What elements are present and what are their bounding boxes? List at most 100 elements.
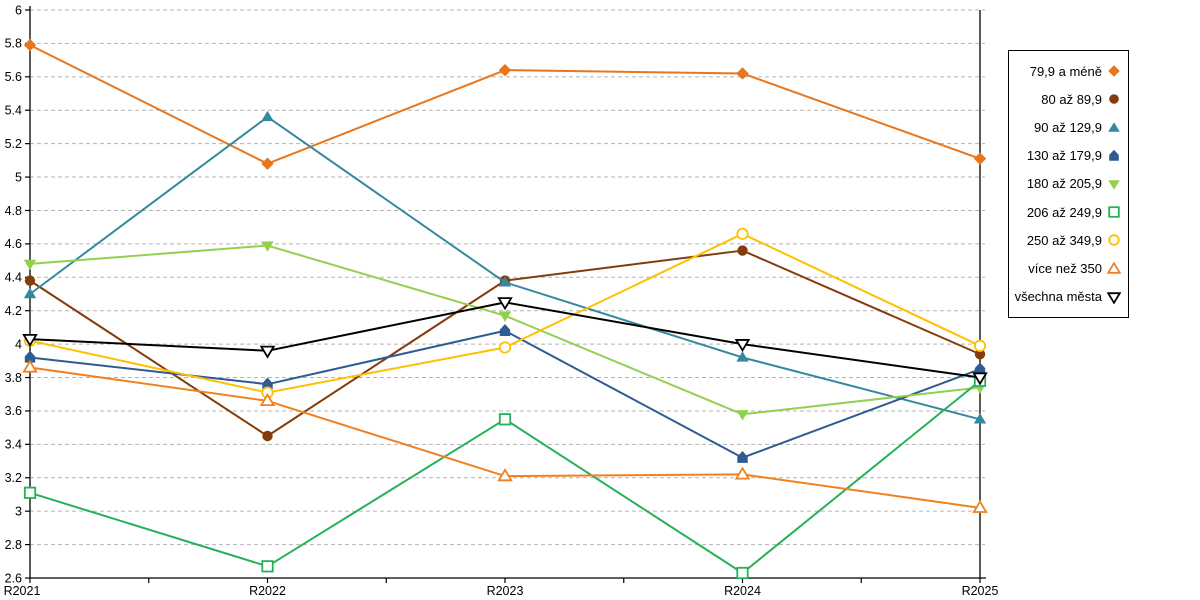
- marker-diamond: [736, 67, 749, 80]
- y-tick-label: 4.6: [5, 237, 22, 251]
- marker-triangle-up: [497, 468, 513, 482]
- series-8: [22, 359, 988, 513]
- marker-triangle-down: [736, 410, 749, 421]
- marker-circle: [973, 339, 987, 352]
- marker-triangle-down: [497, 297, 513, 311]
- legend-item: více než 350: [1013, 261, 1121, 276]
- marker-triangle-down: [1107, 292, 1121, 304]
- x-tick-label: R2025: [962, 584, 999, 598]
- marker-pentagon: [1109, 149, 1119, 161]
- marker-triangle-up: [972, 499, 988, 513]
- marker-triangle-up: [259, 392, 276, 407]
- marker-triangle-down: [972, 372, 988, 386]
- legend-label: 206 až 249,9: [1026, 204, 1102, 220]
- marker-triangle-down: [22, 334, 38, 348]
- triangle-up-legend-icon: [1107, 261, 1121, 274]
- marker-triangle-up: [23, 287, 37, 299]
- marker-square: [1108, 206, 1120, 218]
- marker-triangle-down: [261, 241, 274, 252]
- y-tick-label: 4: [15, 337, 22, 351]
- x-tick-label: R2021: [4, 584, 41, 598]
- y-tick-label: 5.2: [5, 137, 22, 151]
- marker-triangle-up: [736, 351, 749, 362]
- marker-triangle-up: [498, 276, 512, 287]
- y-tick-label: 3.4: [5, 438, 22, 452]
- legend-label: 80 až 89,9: [1041, 91, 1102, 107]
- marker-circle: [1109, 94, 1119, 105]
- marker-triangle-down: [23, 259, 37, 271]
- marker-circle: [498, 341, 512, 354]
- marker-diamond: [1108, 65, 1120, 77]
- triangle-up-legend-icon: [1108, 121, 1120, 132]
- series-1: [23, 38, 987, 170]
- x-tick-label: R2023: [487, 584, 524, 598]
- y-tick-label: 4.8: [5, 204, 22, 218]
- chart-legend: 79,9 a méně 80 až 89,9 90 až 129,9 130 až 1…: [1008, 50, 1129, 318]
- y-tick-label: 2.6: [5, 571, 22, 585]
- diamond-legend-icon: [1108, 65, 1120, 77]
- series-3: [23, 110, 987, 424]
- y-tick-label: 3: [15, 504, 22, 518]
- x-tick-label: R2022: [249, 584, 286, 598]
- series-line: [29, 44, 981, 165]
- y-tick-label: 5.6: [5, 70, 22, 84]
- marker-diamond: [498, 63, 512, 77]
- circle-legend-icon: [1108, 234, 1120, 247]
- legend-item: 79,9 a méně: [1013, 64, 1121, 79]
- legend-label: 130 až 179,9: [1026, 148, 1102, 164]
- legend-item: 180 až 205,9: [1013, 176, 1121, 191]
- y-tick-label: 5: [15, 170, 22, 184]
- legend-label: 90 až 129,9: [1034, 120, 1102, 136]
- marker-square: [498, 413, 512, 426]
- legend-item: všechna města: [1013, 289, 1121, 304]
- marker-pentagon: [499, 324, 511, 336]
- square-legend-icon: [1108, 206, 1120, 218]
- y-tick-label: 3.6: [5, 404, 22, 418]
- y-tick-label: 3.2: [5, 471, 22, 485]
- y-tick-label: 2.8: [5, 538, 22, 552]
- legend-item: 80 až 89,9: [1013, 92, 1121, 107]
- marker-circle: [737, 245, 748, 256]
- legend-label: 79,9 a méně: [1029, 63, 1102, 79]
- marker-triangle-up: [1107, 261, 1121, 274]
- marker-triangle-down: [734, 339, 751, 353]
- legend-label: všechna města: [1014, 289, 1102, 305]
- legend-item: 130 až 179,9: [1013, 148, 1121, 163]
- marker-circle: [974, 348, 986, 360]
- circle-legend-icon: [1109, 94, 1119, 105]
- marker-triangle-up: [734, 466, 751, 480]
- marker-circle: [1108, 234, 1120, 247]
- series-9: [22, 297, 988, 386]
- marker-pentagon: [24, 350, 36, 363]
- y-tick-label: 5.4: [5, 104, 22, 118]
- marker-square: [23, 486, 37, 499]
- y-tick-label: 4.2: [5, 304, 22, 318]
- triangle-down-legend-icon: [1107, 292, 1121, 304]
- marker-triangle-up: [22, 359, 38, 373]
- y-tick-label: 6: [15, 3, 22, 17]
- marker-diamond: [23, 38, 37, 52]
- legend-item: 206 až 249,9: [1013, 205, 1121, 220]
- marker-square: [261, 560, 274, 573]
- y-tick-label: 3.8: [5, 371, 22, 385]
- y-tick-label: 4.4: [5, 271, 22, 285]
- marker-pentagon: [737, 451, 748, 463]
- legend-label: 180 až 205,9: [1026, 176, 1102, 192]
- marker-triangle-up: [1108, 121, 1120, 132]
- y-tick-label: 5.8: [5, 37, 22, 51]
- marker-diamond: [973, 152, 987, 165]
- marker-triangle-down: [259, 345, 276, 359]
- marker-triangle-up: [261, 110, 274, 122]
- legend-label: 250 až 349,9: [1026, 232, 1102, 248]
- x-tick-label: R2024: [724, 584, 761, 598]
- series-line: [29, 366, 981, 509]
- legend-item: 250 až 349,9: [1013, 233, 1121, 248]
- triangle-down-legend-icon: [1108, 180, 1120, 190]
- marker-circle: [24, 275, 36, 286]
- marker-circle: [262, 430, 273, 442]
- marker-pentagon: [262, 377, 273, 390]
- marker-diamond: [261, 157, 274, 170]
- marker-circle: [736, 227, 749, 240]
